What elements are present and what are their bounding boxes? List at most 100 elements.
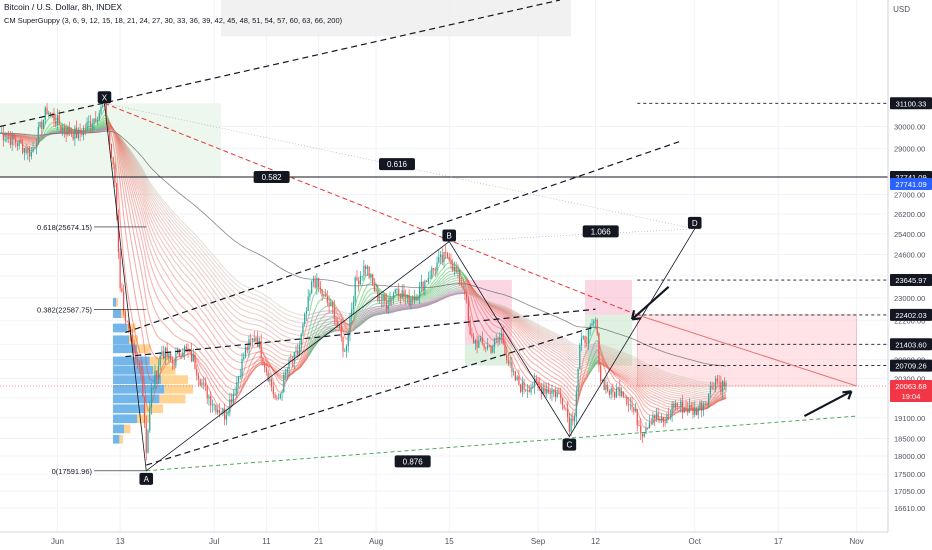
guppy-ema-segment xyxy=(311,295,314,303)
guppy-ema-segment xyxy=(29,139,32,142)
guppy-ema-segment xyxy=(213,255,217,259)
guppy-ema-segment xyxy=(365,310,368,313)
guppy-ema-segment xyxy=(159,231,163,236)
guppy-ema-segment xyxy=(222,381,226,385)
guppy-ema-segment xyxy=(203,247,206,251)
guppy-ema-segment xyxy=(182,237,185,240)
guppy-ema-segment xyxy=(229,372,232,376)
guppy-ema-segment xyxy=(100,123,104,126)
guppy-ema-segment xyxy=(170,236,173,240)
guppy-ema-segment xyxy=(220,354,224,358)
guppy-ema-segment xyxy=(339,314,342,317)
guppy-ema-segment xyxy=(128,156,132,161)
guppy-ema-segment xyxy=(124,149,128,154)
guppy-ema-segment xyxy=(119,141,123,147)
guppy-ema-segment xyxy=(231,306,234,310)
guppy-ema-segment xyxy=(290,328,293,331)
guppy-ema-segment xyxy=(370,313,373,315)
guppy-ema-segment xyxy=(368,302,372,305)
guppy-ema-segment xyxy=(196,257,199,261)
guppy-ema-segment xyxy=(203,256,206,259)
guppy-ema-segment xyxy=(356,315,359,318)
guppy-ema-segment xyxy=(229,287,232,291)
guppy-ema-segment xyxy=(359,302,363,306)
guppy-ema-segment xyxy=(293,368,297,372)
guppy-ema-segment xyxy=(361,291,365,297)
guppy-ema-segment xyxy=(184,227,187,230)
guppy-ema-segment xyxy=(173,212,177,216)
guppy-ema-segment xyxy=(142,213,146,220)
guppy-ema-segment xyxy=(177,272,180,276)
guppy-ema-segment xyxy=(278,313,281,316)
guppy-ema-segment xyxy=(171,273,175,278)
guppy-ema-segment xyxy=(276,359,279,362)
guppy-ema-segment xyxy=(199,272,203,276)
guppy-ema-segment xyxy=(159,367,163,374)
guppy-ema-segment xyxy=(280,314,283,317)
guppy-ema-segment xyxy=(157,209,161,213)
guppy-ema-segment xyxy=(199,372,203,376)
guppy-ema-segment xyxy=(262,306,265,309)
guppy-ema-segment xyxy=(204,368,208,373)
guppy-ema-segment xyxy=(210,292,213,296)
guppy-ema-segment xyxy=(159,263,163,267)
guppy-ema-segment xyxy=(168,233,172,237)
guppy-ema-segment xyxy=(154,243,158,248)
guppy-ema-segment xyxy=(182,306,185,310)
guppy-ema-segment xyxy=(262,347,265,349)
guppy-ema-segment xyxy=(217,388,220,392)
guppy-ema-segment xyxy=(135,165,139,169)
guppy-ema-segment xyxy=(157,213,161,217)
guppy-ema-segment xyxy=(166,249,170,253)
guppy-ema-segment xyxy=(243,315,246,318)
guppy-ema-segment xyxy=(143,239,147,248)
guppy-ema-segment xyxy=(248,370,252,375)
guppy-ema-segment xyxy=(140,207,144,214)
guppy-ema-segment xyxy=(198,305,201,309)
guppy-ema-segment xyxy=(278,374,281,377)
volume-profile-bar xyxy=(113,297,117,307)
guppy-ema-segment xyxy=(98,119,102,124)
guppy-ema-segment xyxy=(117,193,121,219)
guppy-ema-segment xyxy=(312,293,316,297)
guppy-ema-segment xyxy=(220,345,224,349)
guppy-ema-segment xyxy=(180,255,184,259)
guppy-ema-segment xyxy=(304,348,307,351)
guppy-ema-segment xyxy=(191,274,194,277)
guppy-ema-segment xyxy=(203,289,206,293)
guppy-ema-segment xyxy=(137,221,140,229)
guppy-ema-segment xyxy=(299,365,302,369)
guppy-ema-segment xyxy=(267,366,271,371)
guppy-ema-segment xyxy=(151,194,154,199)
guppy-ema-segment xyxy=(304,351,307,354)
guppy-ema-segment xyxy=(222,270,226,274)
guppy-ema-segment xyxy=(111,127,114,130)
guppy-ema-segment xyxy=(215,338,219,342)
guppy-ema-segment xyxy=(163,259,166,264)
guppy-ema-segment xyxy=(311,312,314,315)
guppy-ema-segment xyxy=(147,180,151,185)
guppy-ema-segment xyxy=(313,344,316,347)
guppy-ema-segment xyxy=(236,280,239,283)
guppy-ema-segment xyxy=(158,194,161,197)
guppy-ema-segment xyxy=(273,357,276,360)
guppy-ema-segment xyxy=(100,122,104,125)
guppy-ema-segment xyxy=(231,275,234,278)
guppy-ema-segment xyxy=(166,285,170,290)
guppy-ema-segment xyxy=(234,322,238,326)
guppy-ema-segment xyxy=(121,238,125,259)
guppy-ema-segment xyxy=(130,154,133,158)
guppy-ema-segment xyxy=(250,292,253,295)
guppy-ema-segment xyxy=(229,387,232,390)
guppy-ema-segment xyxy=(215,306,219,310)
guppy-ema-segment xyxy=(171,210,175,214)
guppy-ema-segment xyxy=(192,343,196,347)
guppy-ema-segment xyxy=(199,334,203,338)
guppy-ema-segment xyxy=(212,253,215,257)
guppy-ema-segment xyxy=(309,340,313,344)
guppy-ema-segment xyxy=(109,124,112,128)
guppy-ema-segment xyxy=(187,277,191,280)
guppy-ema-segment xyxy=(163,213,166,216)
